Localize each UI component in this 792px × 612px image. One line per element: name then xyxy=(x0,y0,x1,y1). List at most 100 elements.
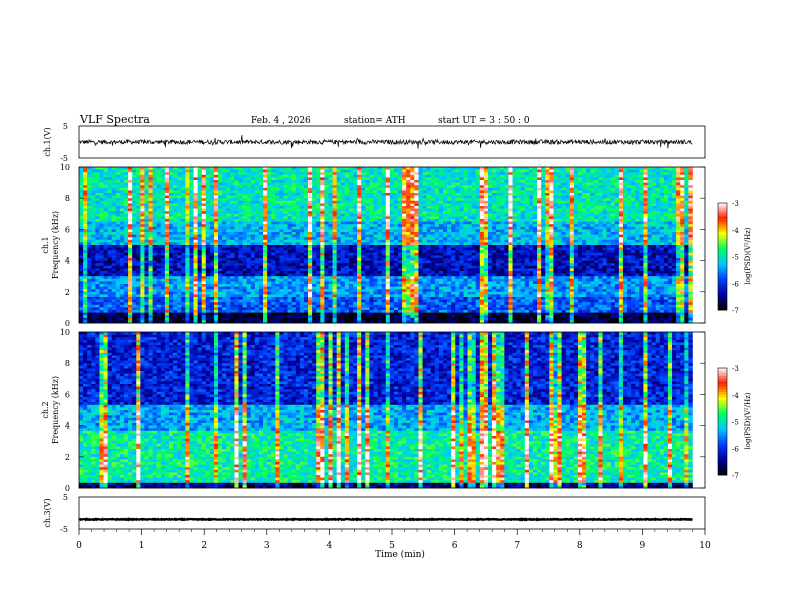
spectrogram-cell xyxy=(365,250,370,254)
spectrogram-cell xyxy=(561,247,566,251)
spectrogram-cell xyxy=(201,229,207,233)
spectrogram-cell xyxy=(680,167,685,170)
spectrogram-cell xyxy=(647,187,652,191)
spectrogram-cell xyxy=(197,174,202,178)
spectrogram-cell xyxy=(434,247,440,251)
spectrogram-cell xyxy=(119,226,125,230)
spectrogram-cell xyxy=(308,200,313,204)
spectrogram-cell xyxy=(132,250,137,254)
spectrogram-cell xyxy=(398,195,403,199)
spectrogram-cell xyxy=(614,221,620,225)
spectrogram-cell xyxy=(610,172,616,176)
spectrogram-cell xyxy=(348,216,354,220)
spectrogram-cell xyxy=(136,167,141,170)
spectrogram-cell xyxy=(487,193,493,196)
spectrogram-cell xyxy=(275,232,280,235)
spectrogram-cell xyxy=(389,177,395,181)
spectrogram-cell xyxy=(549,211,554,215)
spectrogram-cell xyxy=(361,182,366,186)
spectrogram-cell xyxy=(455,245,460,248)
spectrogram-cell xyxy=(365,190,370,194)
spectrogram-cell xyxy=(487,242,493,246)
spectrogram-cell xyxy=(524,195,530,199)
spectrogram-cell xyxy=(132,224,137,228)
spectrogram-cell xyxy=(173,187,178,191)
spectrogram-cell xyxy=(512,174,517,178)
spectrogram-cell xyxy=(389,203,395,207)
spectrogram-cell xyxy=(663,203,669,207)
spectrogram-cell xyxy=(602,177,607,181)
spectrogram-cell xyxy=(508,185,513,189)
spectrogram-cell xyxy=(205,172,211,176)
spectrogram-cell xyxy=(246,239,252,243)
spectrogram-cell xyxy=(177,169,182,173)
spectrogram-cell xyxy=(189,226,194,230)
spectrogram-cell xyxy=(250,237,256,241)
spectrogram-cell xyxy=(168,187,174,191)
spectrogram-cell xyxy=(357,206,362,209)
spectrogram-cell xyxy=(168,216,174,220)
spectrogram-cell xyxy=(79,208,84,212)
spectrogram-cell xyxy=(152,213,158,217)
spectrogram-cell xyxy=(115,203,121,207)
spectrogram-cell xyxy=(385,198,391,202)
spectrogram-cell xyxy=(438,177,444,181)
spectrogram-cell xyxy=(140,174,145,178)
spectrogram-cell xyxy=(643,174,648,178)
spectrogram-cell xyxy=(545,213,550,217)
spectrogram-cell xyxy=(156,211,162,215)
spectrogram-cell xyxy=(610,211,616,215)
spectrogram-cell xyxy=(107,247,113,251)
spectrogram-cell xyxy=(393,242,399,246)
spectrogram-cell xyxy=(393,177,399,181)
spectrogram-cell xyxy=(115,221,121,225)
spectrogram-cell xyxy=(267,229,272,233)
spectrogram-cell xyxy=(385,206,391,209)
spectrogram-cell xyxy=(528,229,534,233)
spectrogram-cell xyxy=(128,213,133,217)
spectrogram-cell xyxy=(631,185,636,189)
spectrogram-cell xyxy=(455,213,460,217)
spectrogram-cell xyxy=(443,190,448,194)
spectrogram-cell xyxy=(426,213,432,217)
spectrogram-cell xyxy=(631,167,636,170)
spectrogram-cell xyxy=(299,216,305,220)
spectrogram-cell xyxy=(622,221,628,225)
spectrogram-cell xyxy=(561,221,566,225)
spectrogram-cell xyxy=(594,180,599,183)
spectrogram-cell xyxy=(283,198,288,202)
spectrogram-cell xyxy=(340,198,346,202)
spectrogram-cell xyxy=(520,195,526,199)
spectrogram-cell xyxy=(79,182,84,186)
spectrogram-cell xyxy=(422,234,427,238)
spectrogram-cell xyxy=(132,200,137,204)
spectrogram-cell xyxy=(663,226,669,230)
spectrogram-cell xyxy=(467,174,472,178)
spectrogram-cell xyxy=(688,193,693,196)
spectrogram-cell xyxy=(643,200,648,204)
spectrogram-cell xyxy=(308,229,313,233)
spectrogram-cell xyxy=(197,187,202,191)
spectrogram-cell xyxy=(234,237,239,241)
spectrogram-cell xyxy=(197,206,202,209)
spectrogram-cell xyxy=(590,213,595,217)
spectrogram-cell xyxy=(524,200,530,204)
spectrogram-cell xyxy=(610,229,616,233)
spectrogram-cell xyxy=(83,226,88,230)
spectrogram-cell xyxy=(639,195,644,199)
spectrogram-cell xyxy=(389,167,395,170)
spectrogram-cell xyxy=(185,211,190,215)
spectrogram-cell xyxy=(557,213,562,217)
spectrogram-cell xyxy=(545,185,550,189)
spectrogram-cell xyxy=(238,242,243,246)
spectrogram-cell xyxy=(639,221,644,225)
spectrogram-cell xyxy=(614,185,620,189)
spectrogram-cell xyxy=(361,167,366,170)
spectrogram-cell xyxy=(181,219,186,222)
spectrogram-cell xyxy=(381,239,387,243)
spectrogram-cell xyxy=(99,169,104,173)
spectrogram-cell xyxy=(140,185,145,189)
spectrogram-cell xyxy=(594,203,599,207)
spectrogram-cell xyxy=(684,234,689,238)
spectrogram-cell xyxy=(128,234,133,238)
